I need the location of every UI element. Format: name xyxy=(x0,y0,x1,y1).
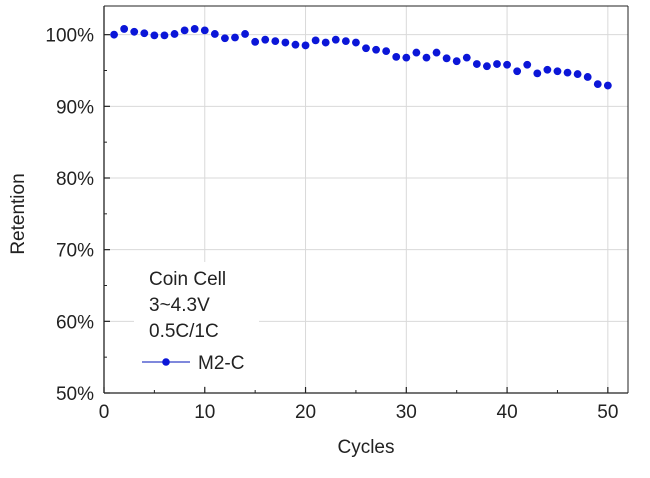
data-point xyxy=(402,53,411,62)
x-axis-label: Cycles xyxy=(337,437,394,458)
data-point xyxy=(533,69,542,78)
data-point xyxy=(462,53,471,62)
data-point xyxy=(321,38,330,47)
data-points xyxy=(110,25,612,90)
data-point xyxy=(442,54,451,63)
data-point xyxy=(271,37,280,46)
data-point xyxy=(593,80,602,89)
legend-series-name: M2-C xyxy=(198,353,244,374)
data-point xyxy=(563,68,572,77)
data-point xyxy=(513,67,522,76)
legend: Coin Cell 3~4.3V 0.5C/1C M2-C xyxy=(134,262,259,386)
y-tick-label: 60% xyxy=(56,312,94,333)
data-point xyxy=(472,60,481,68)
data-point xyxy=(281,38,290,47)
legend-series-marker xyxy=(162,358,170,366)
data-point xyxy=(200,26,209,35)
data-point xyxy=(503,60,511,69)
data-point xyxy=(311,36,320,45)
data-point xyxy=(553,67,562,76)
data-point xyxy=(483,62,491,71)
data-point xyxy=(221,34,229,43)
x-tick-label: 10 xyxy=(194,402,215,423)
y-axis-label: Retention xyxy=(8,173,29,254)
data-point xyxy=(392,52,401,61)
x-tick-label: 30 xyxy=(396,402,417,423)
data-point xyxy=(432,48,441,57)
data-point xyxy=(382,47,391,56)
legend-box xyxy=(134,262,259,386)
y-tick-label: 80% xyxy=(56,169,94,190)
data-point xyxy=(583,73,592,81)
data-point xyxy=(140,29,149,38)
data-point xyxy=(130,27,139,36)
data-point xyxy=(412,48,421,57)
data-point xyxy=(170,30,179,38)
data-point xyxy=(160,31,169,40)
data-point xyxy=(251,37,260,46)
axes: 0 10 20 30 40 50 50% 60% 70% 80% 90% 100% xyxy=(45,5,629,423)
data-point xyxy=(523,60,532,69)
data-point xyxy=(341,37,350,46)
legend-text-coin-cell: Coin Cell xyxy=(149,269,226,290)
data-point xyxy=(231,33,239,42)
x-tick-label: 0 xyxy=(99,402,110,423)
data-point xyxy=(452,57,461,66)
data-point xyxy=(210,30,219,38)
legend-text-rate: 0.5C/1C xyxy=(149,321,219,342)
data-point xyxy=(372,45,380,54)
data-point xyxy=(422,53,431,62)
data-point xyxy=(241,30,249,38)
data-point xyxy=(150,31,159,40)
data-point xyxy=(261,35,270,44)
y-tick-label: 90% xyxy=(56,97,94,118)
data-point xyxy=(180,26,189,35)
legend-text-voltage: 3~4.3V xyxy=(149,295,210,316)
x-tick-label: 40 xyxy=(497,402,518,423)
data-point xyxy=(301,41,310,50)
data-point xyxy=(362,44,370,53)
data-point xyxy=(573,70,582,78)
y-tick-label: 100% xyxy=(45,26,94,47)
data-point xyxy=(543,65,552,74)
data-point xyxy=(190,25,199,33)
data-point xyxy=(291,40,300,49)
y-tick-label: 70% xyxy=(56,241,94,262)
data-point xyxy=(493,60,501,68)
data-point xyxy=(352,38,360,47)
y-tick-label: 50% xyxy=(56,384,94,405)
data-point xyxy=(120,25,129,33)
data-point xyxy=(603,81,612,90)
x-tick-label: 50 xyxy=(597,402,618,423)
data-point xyxy=(331,35,340,44)
data-point xyxy=(110,30,118,39)
x-tick-label: 20 xyxy=(295,402,316,423)
